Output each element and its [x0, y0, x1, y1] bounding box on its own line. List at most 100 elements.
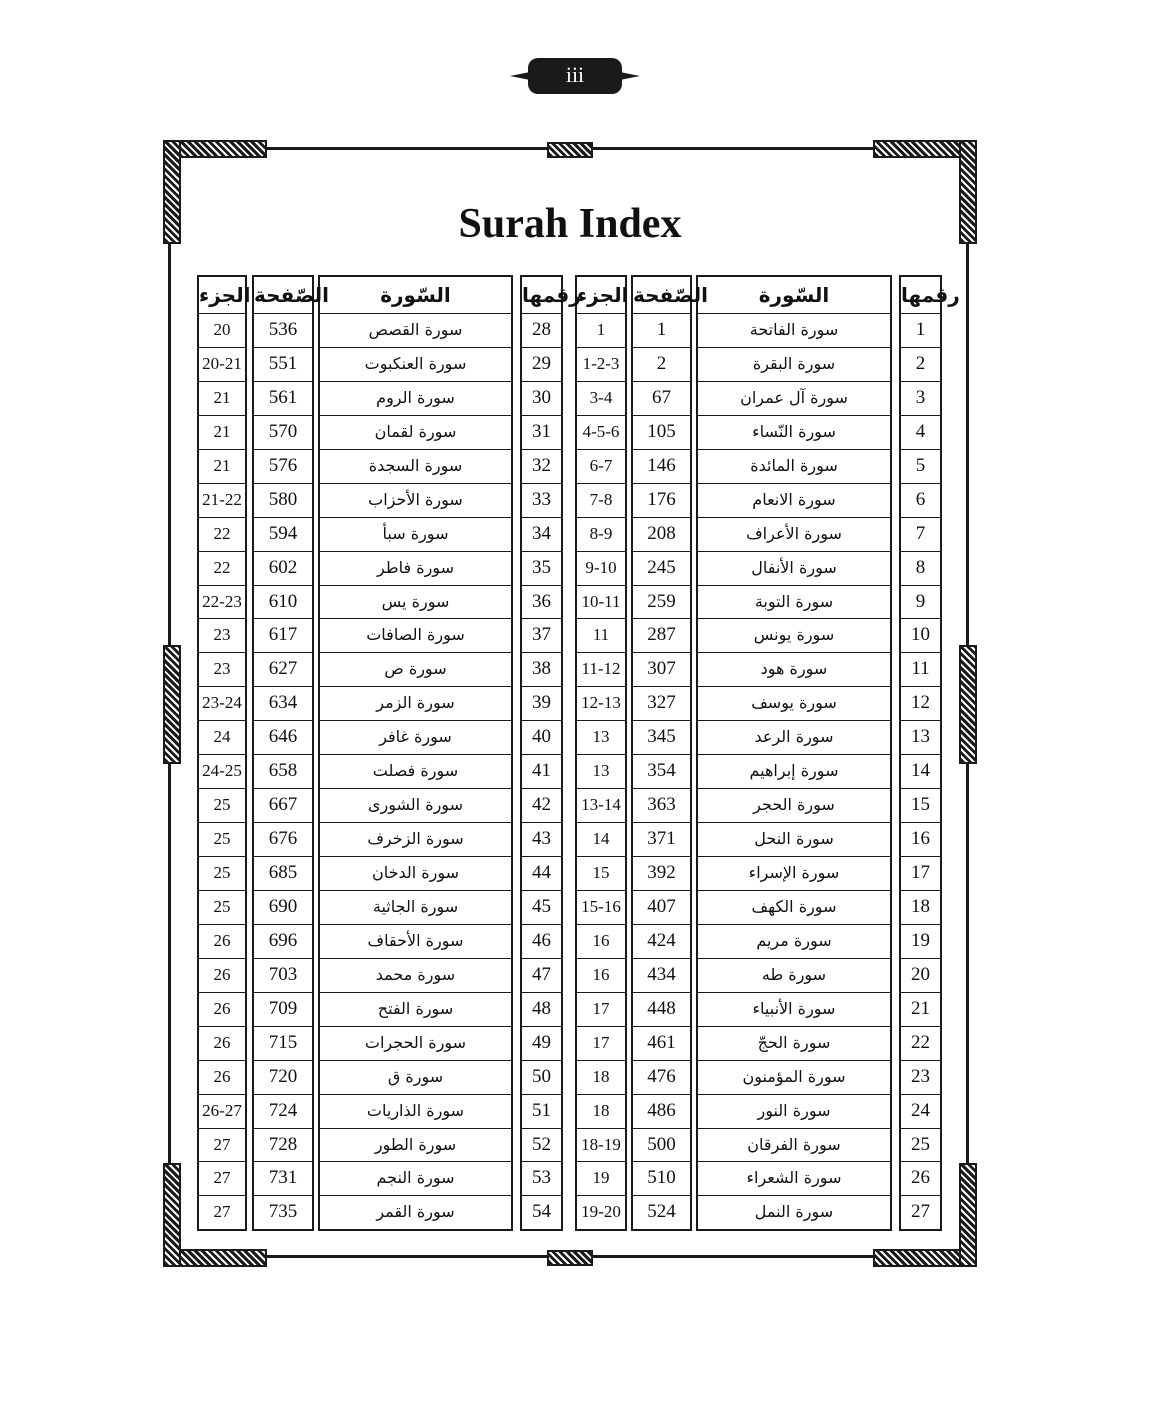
juz-cell: 7-8 [577, 482, 625, 517]
column-header-juz: الجزء [199, 283, 251, 307]
juz-cell: 21 [199, 414, 245, 449]
number-cell: 10 [901, 618, 940, 652]
surah-name-cell: سورة الأنبياء [698, 991, 890, 1026]
surah-name-cell: سورة الشعراء [698, 1161, 890, 1195]
juz-cell: 14 [577, 822, 625, 856]
page-cell: 476 [633, 1059, 690, 1094]
page-cell: 208 [633, 516, 690, 551]
page-column: الصّفحة 536 551 561 570 576 580 594 602 610 617 627… [252, 275, 329, 1232]
page-cell: 245 [633, 550, 690, 585]
surah-name-cell: سورة الإسراء [698, 856, 890, 890]
juz-cell: 23-24 [199, 686, 245, 720]
juz-cell: 21-22 [199, 482, 245, 517]
page-cell: 658 [254, 754, 312, 788]
number-cell: 47 [522, 957, 561, 992]
side-ornament [163, 645, 181, 764]
number-cell: 15 [901, 788, 940, 822]
juz-cell: 22 [199, 550, 245, 585]
surah-name-cell: سورة الحجرات [320, 1025, 511, 1060]
surah-name-cell: سورة الطور [320, 1127, 511, 1162]
number-column: رقمها 28 29 30 31 32 33 34 35 36 37 38 39 40 41 42 43 44 4… [520, 275, 581, 1232]
number-cell: 5 [901, 448, 940, 483]
juz-cell: 27 [199, 1195, 245, 1229]
surah-name-cell: سورة الأحزاب [320, 482, 511, 517]
corner-ornament [163, 140, 267, 158]
surah-name-cell: سورة هود [698, 652, 890, 686]
juz-cell: 25 [199, 856, 245, 890]
page-cell: 728 [254, 1127, 312, 1162]
juz-cell: 21 [199, 380, 245, 415]
page-cell: 551 [254, 346, 312, 381]
number-cell: 52 [522, 1127, 561, 1162]
surah-name-cell: سورة الحجّ [698, 1025, 890, 1060]
surah-name-cell: سورة الفتح [320, 991, 511, 1026]
surah-name-cell: سورة فاطر [320, 550, 511, 585]
surah-column: السّورة سورة القصص سورة العنكبوت سورة الروم… [318, 275, 513, 1232]
page-cell: 510 [633, 1161, 690, 1195]
corner-ornament [163, 140, 181, 244]
page-cell: 500 [633, 1127, 690, 1162]
page-cell: 634 [254, 686, 312, 720]
page-cell: 731 [254, 1161, 312, 1195]
page-cell: 685 [254, 856, 312, 890]
number-cell: 30 [522, 380, 561, 415]
page-cell: 461 [633, 1025, 690, 1060]
surah-name-cell: سورة الصافات [320, 618, 511, 652]
juz-cell: 13-14 [577, 788, 625, 822]
page-cell: 259 [633, 584, 690, 619]
juz-cell: 26 [199, 923, 245, 958]
page-cell: 327 [633, 686, 690, 720]
number-cell: 40 [522, 720, 561, 754]
juz-cell: 26 [199, 957, 245, 992]
surah-name-cell: سورة الحجر [698, 788, 890, 822]
corner-ornament [163, 1163, 181, 1267]
surah-name-cell: سورة الرعد [698, 720, 890, 754]
juz-cell: 19 [577, 1161, 625, 1195]
surah-name-cell: سورة العنكبوت [320, 346, 511, 381]
juz-cell: 1-2-3 [577, 346, 625, 381]
surah-name-cell: سورة الفاتحة [698, 313, 890, 347]
juz-cell: 15 [577, 856, 625, 890]
surah-name-cell: سورة إبراهيم [698, 754, 890, 788]
number-cell: 35 [522, 550, 561, 585]
number-cell: 22 [901, 1025, 940, 1060]
number-cell: 54 [522, 1195, 561, 1229]
number-cell: 42 [522, 788, 561, 822]
page-cell: 676 [254, 822, 312, 856]
surah-name-cell: سورة يوسف [698, 686, 890, 720]
juz-cell: 22 [199, 516, 245, 551]
number-cell: 1 [901, 313, 940, 347]
page-cell: 703 [254, 957, 312, 992]
number-cell: 50 [522, 1059, 561, 1094]
number-cell: 23 [901, 1059, 940, 1094]
juz-cell: 25 [199, 889, 245, 924]
surah-name-cell: سورة المؤمنون [698, 1059, 890, 1094]
juz-cell: 3-4 [577, 380, 625, 415]
page-cell: 424 [633, 923, 690, 958]
surah-name-cell: سورة القصص [320, 313, 511, 347]
page-cell: 345 [633, 720, 690, 754]
page-cell: 287 [633, 618, 690, 652]
page-cell: 524 [633, 1195, 690, 1229]
surah-name-cell: سورة سبأ [320, 516, 511, 551]
surah-name-cell: سورة الأنفال [698, 550, 890, 585]
juz-cell: 22-23 [199, 584, 245, 619]
surah-name-cell: سورة الأعراف [698, 516, 890, 551]
number-cell: 4 [901, 414, 940, 449]
juz-cell: 20-21 [199, 346, 245, 381]
number-cell: 3 [901, 380, 940, 415]
number-cell: 48 [522, 991, 561, 1026]
surah-name-cell: سورة البقرة [698, 346, 890, 381]
page-cell: 709 [254, 991, 312, 1026]
surah-name-cell: سورة النجم [320, 1161, 511, 1195]
page-cell: 646 [254, 720, 312, 754]
page-cell: 627 [254, 652, 312, 686]
juz-cell: 11 [577, 618, 625, 652]
surah-name-cell: سورة الشورى [320, 788, 511, 822]
page-cell: 735 [254, 1195, 312, 1229]
surah-name-cell: سورة الانعام [698, 482, 890, 517]
surah-name-cell: سورة التوبة [698, 584, 890, 619]
number-cell: 45 [522, 889, 561, 924]
surah-name-cell: سورة محمد [320, 957, 511, 992]
page-cell: 105 [633, 414, 690, 449]
